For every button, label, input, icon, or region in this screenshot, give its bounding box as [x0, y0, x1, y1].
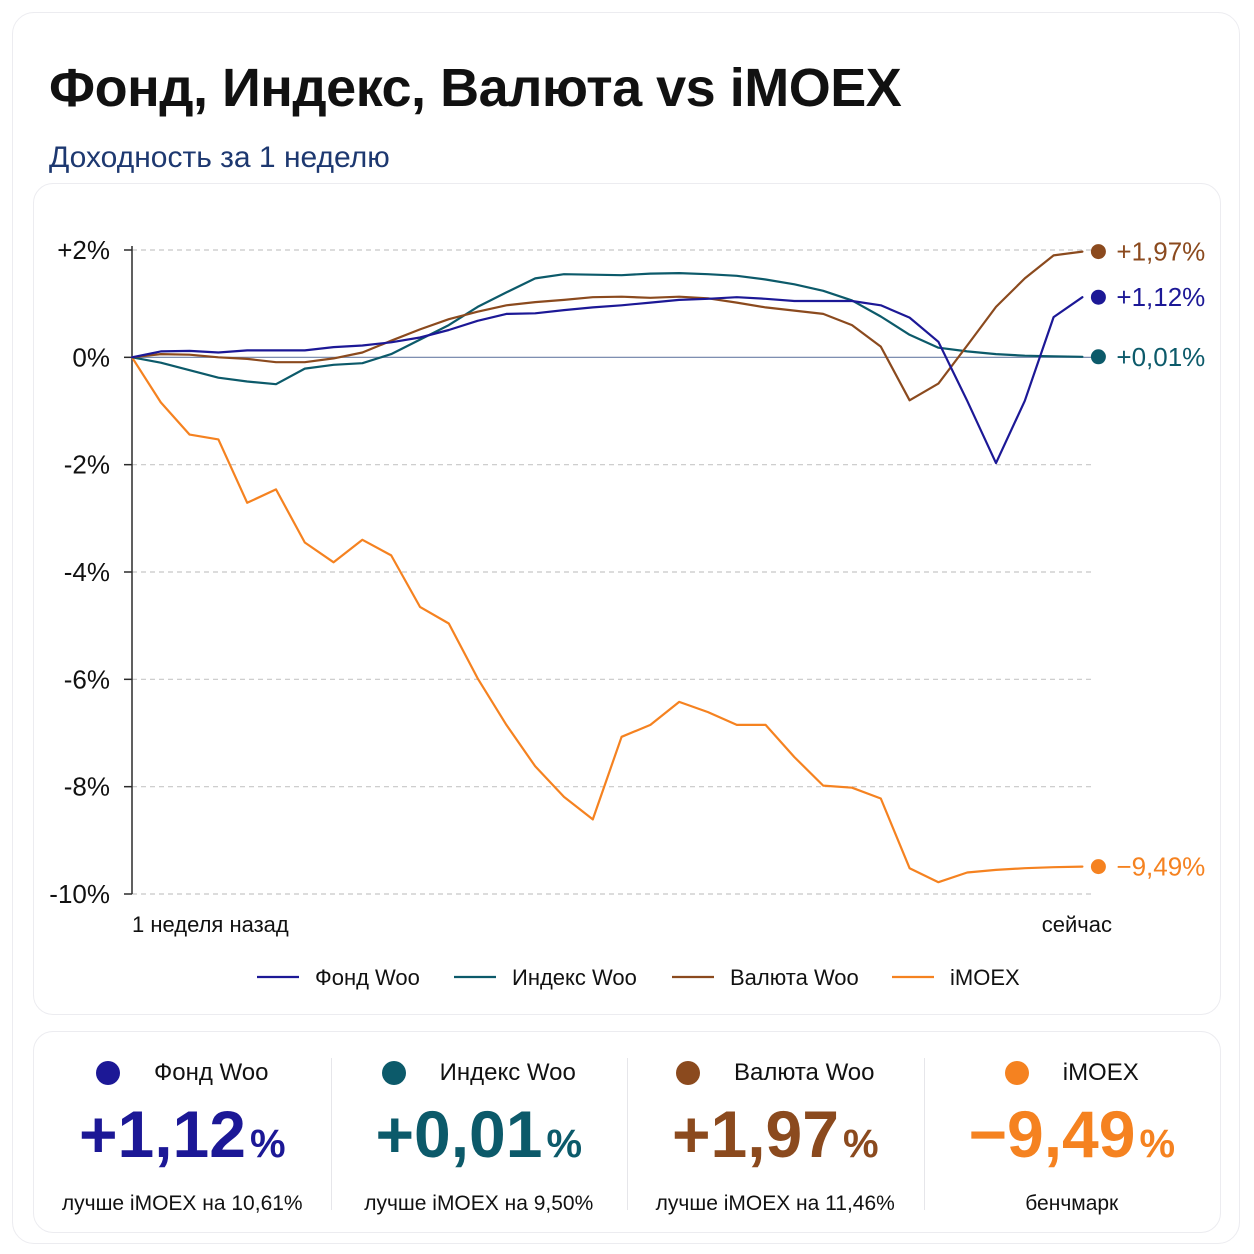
stat-card-imoex: iMOEX −9,49% бенчмарк	[923, 1032, 1221, 1232]
series-line-currency	[130, 250, 1084, 402]
y-tick-label: -4%	[64, 557, 110, 587]
series-line-imoex	[130, 356, 1084, 884]
page-title: Фонд, Индекс, Валюта vs iMOEX	[49, 58, 902, 118]
legend-label-index: Индекс Woo	[512, 965, 637, 990]
end-marker-currency	[1090, 244, 1106, 260]
line-chart: +2% 0% -2% -4% -6% -8% -10% 1 неделя назад сейча…	[49, 235, 1205, 990]
stat-name: Валюта Woo	[734, 1059, 875, 1086]
end-label-imoex: −9,49%	[1116, 852, 1205, 882]
legend-label-fund: Фонд Woo	[315, 965, 420, 990]
stat-name: Индекс Woo	[439, 1059, 576, 1086]
end-label-fund: +1,12%	[1116, 282, 1205, 312]
currency-dot-icon	[676, 1061, 700, 1085]
end-label-currency: +1,97%	[1116, 237, 1205, 267]
end-marker-imoex	[1090, 859, 1106, 875]
stat-note: бенчмарк	[1025, 1192, 1119, 1215]
y-tick-label: -10%	[49, 879, 110, 909]
series-line-fund	[130, 296, 1084, 465]
stat-value: +1,97%	[671, 1097, 879, 1171]
stat-card-currency: Валюта Woo +1,97% лучше iMOEX на 11,46%	[627, 1032, 924, 1232]
stat-name: iMOEX	[1062, 1059, 1139, 1086]
stat-note: лучше iMOEX на 10,61%	[61, 1192, 303, 1215]
stat-value: +0,01%	[375, 1097, 583, 1171]
index-dot-icon	[381, 1061, 406, 1085]
y-tick-label: -6%	[64, 664, 110, 694]
y-tick-label: -8%	[64, 772, 110, 802]
page-card: Фонд, Индекс, Валюта vs iMOEX Доходность…	[12, 12, 1240, 1244]
x-tick-label-start: 1 неделя назад	[132, 912, 289, 937]
y-tick-label: -2%	[64, 450, 110, 480]
stat-card-index: Индекс Woo +0,01% лучше iMOEX на 9,50%	[330, 1032, 628, 1232]
stat-note: лучше iMOEX на 9,50%	[364, 1192, 594, 1215]
y-tick-label: +2%	[57, 235, 110, 265]
end-label-index: +0,01%	[1116, 342, 1205, 372]
imoex-dot-icon	[1004, 1061, 1029, 1085]
stats-card: Фонд Woo +1,12% лучше iMOEX на 10,61% Ин…	[33, 1031, 1221, 1233]
end-marker-fund	[1090, 289, 1106, 305]
y-tick-label: 0%	[72, 342, 110, 372]
stat-value: +1,12%	[78, 1097, 286, 1171]
legend-label-currency: Валюта Woo	[730, 965, 859, 990]
stat-note: лучше iMOEX на 11,46%	[655, 1192, 895, 1215]
stat-name: Фонд Woo	[154, 1059, 269, 1086]
fund-dot-icon	[96, 1061, 121, 1085]
page-subtitle: Доходность за 1 неделю	[49, 141, 390, 174]
end-marker-index	[1090, 349, 1106, 365]
chart-card: +2% 0% -2% -4% -6% -8% -10% 1 неделя назад сейча…	[33, 183, 1221, 1015]
stat-card-fund: Фонд Woo +1,12% лучше iMOEX на 10,61%	[34, 1032, 331, 1232]
legend-label-imoex: iMOEX	[950, 965, 1020, 990]
stat-value: −9,49%	[968, 1097, 1176, 1171]
series-line-index	[130, 272, 1084, 386]
x-tick-label-end: сейчас	[1042, 912, 1112, 937]
